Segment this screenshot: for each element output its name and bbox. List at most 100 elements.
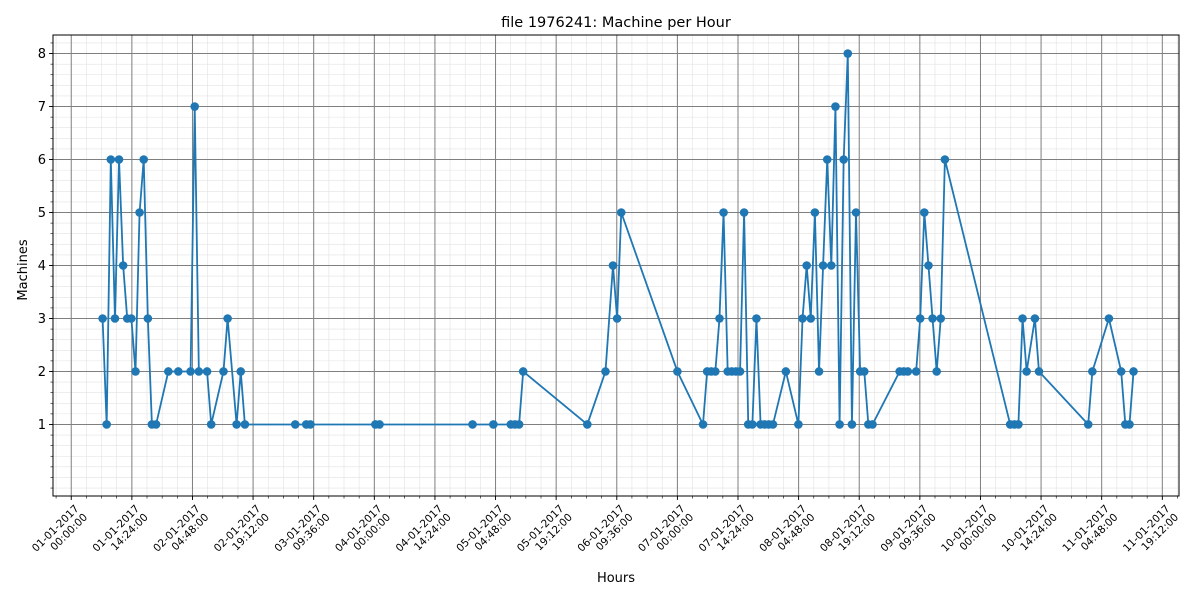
- chart-title: file 1976241: Machine per Hour: [501, 15, 731, 31]
- data-point: [911, 367, 921, 376]
- data-point: [698, 420, 708, 429]
- y-tick-label: 2: [38, 365, 46, 380]
- data-point: [236, 367, 246, 376]
- data-point: [839, 155, 848, 164]
- data-point: [835, 420, 844, 429]
- data-point: [739, 208, 749, 217]
- data-point: [1088, 367, 1097, 376]
- data-point: [143, 314, 153, 323]
- data-point: [920, 208, 929, 217]
- y-tick-label: 1: [38, 418, 46, 433]
- data-point: [174, 367, 183, 376]
- data-point: [514, 420, 524, 429]
- data-point: [135, 208, 144, 217]
- y-tick-label: 8: [38, 47, 46, 62]
- y-axis-label: Machines: [16, 239, 31, 300]
- data-point: [202, 367, 212, 376]
- data-point: [781, 367, 791, 376]
- data-point: [1034, 367, 1044, 376]
- data-point: [940, 155, 950, 164]
- data-point: [794, 420, 803, 429]
- y-tick-label: 6: [38, 153, 46, 168]
- data-point: [1014, 420, 1023, 429]
- data-point: [468, 420, 477, 429]
- data-point: [827, 261, 836, 270]
- data-point: [903, 367, 913, 376]
- data-point: [768, 420, 778, 429]
- y-tick-label: 3: [38, 312, 46, 327]
- data-point: [735, 367, 745, 376]
- data-point: [936, 314, 946, 323]
- major-grid: [53, 35, 1179, 496]
- data-point: [616, 208, 626, 217]
- data-point: [206, 420, 216, 429]
- data-point: [1083, 420, 1093, 429]
- data-point: [715, 314, 724, 323]
- data-point: [102, 420, 111, 429]
- series-line: [101, 52, 1135, 426]
- data-point: [489, 420, 498, 429]
- data-point: [673, 367, 682, 376]
- data-point: [798, 314, 807, 323]
- y-tick-label: 7: [38, 100, 46, 115]
- data-point: [859, 367, 869, 376]
- data-point: [847, 420, 857, 429]
- data-point: [583, 420, 592, 429]
- data-point: [186, 367, 195, 376]
- data-point: [932, 367, 941, 376]
- data-point: [924, 261, 933, 270]
- data-point: [843, 49, 853, 58]
- data-point: [1116, 367, 1126, 376]
- data-point: [601, 367, 610, 376]
- data-point: [818, 261, 828, 270]
- data-point: [194, 367, 204, 376]
- data-point: [518, 367, 528, 376]
- data-point: [1104, 314, 1114, 323]
- data-point: [915, 314, 925, 323]
- data-point: [223, 314, 232, 323]
- y-tick-label: 4: [38, 259, 46, 274]
- data-point: [719, 208, 728, 217]
- data-point: [106, 155, 116, 164]
- data-point: [748, 420, 757, 429]
- data-point: [1022, 367, 1031, 376]
- data-point: [127, 314, 136, 323]
- data-point: [118, 261, 128, 270]
- data-point: [928, 314, 937, 323]
- data-point: [240, 420, 250, 429]
- data-point: [306, 420, 315, 429]
- data-point: [1125, 420, 1134, 429]
- data-point: [810, 208, 820, 217]
- series-layer: [98, 49, 1138, 429]
- data-point: [752, 314, 761, 323]
- data-point: [290, 420, 300, 429]
- data-point: [1030, 314, 1040, 323]
- data-point: [131, 367, 140, 376]
- data-point: [868, 420, 877, 429]
- data-point: [1018, 314, 1027, 323]
- data-point: [151, 420, 161, 429]
- data-point: [814, 367, 824, 376]
- data-point: [612, 314, 622, 323]
- data-point: [1129, 367, 1138, 376]
- data-point: [831, 102, 840, 111]
- data-point: [802, 261, 811, 270]
- data-point: [806, 314, 816, 323]
- data-point: [851, 208, 861, 217]
- data-point: [232, 420, 241, 429]
- data-point: [114, 155, 124, 164]
- data-point: [375, 420, 384, 429]
- data-point: [139, 155, 149, 164]
- data-point: [711, 367, 720, 376]
- data-point: [98, 314, 107, 323]
- data-point: [110, 314, 120, 323]
- x-axis-label: Hours: [597, 571, 635, 586]
- data-point: [190, 102, 200, 111]
- y-tick-label: 5: [38, 206, 46, 221]
- data-point: [822, 155, 832, 164]
- data-point: [608, 261, 618, 270]
- data-point: [219, 367, 228, 376]
